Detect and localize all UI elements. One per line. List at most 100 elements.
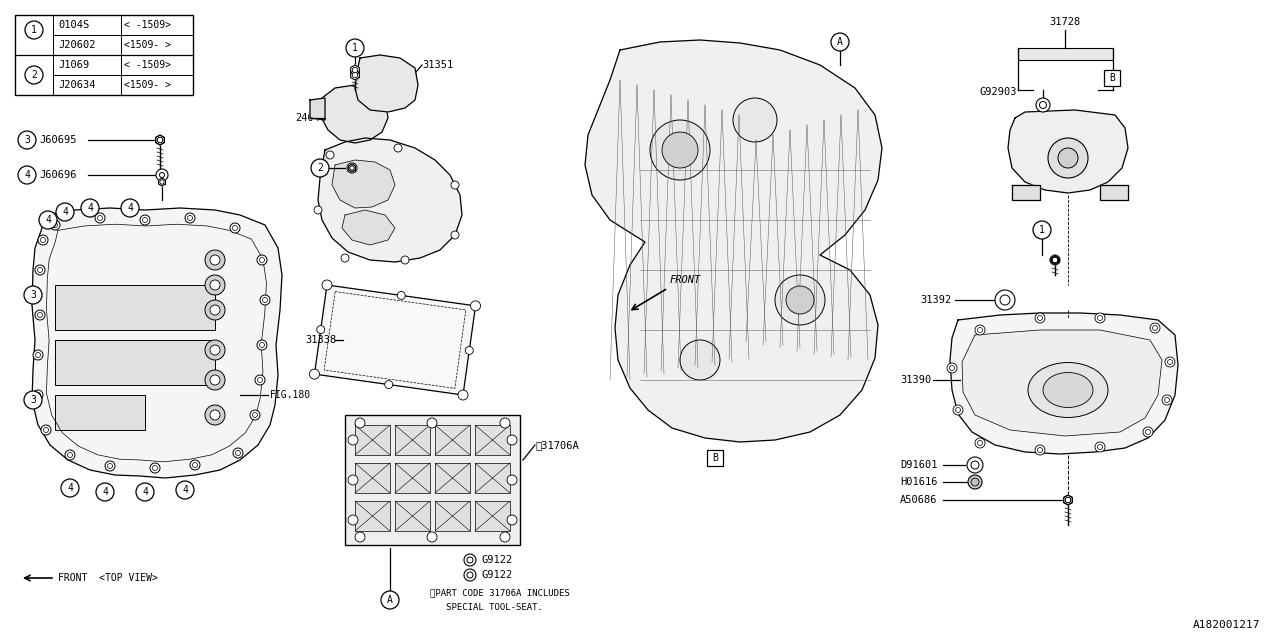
Circle shape bbox=[381, 591, 399, 609]
Circle shape bbox=[1052, 258, 1057, 262]
Circle shape bbox=[348, 515, 358, 525]
Circle shape bbox=[972, 461, 979, 469]
Polygon shape bbox=[1012, 185, 1039, 200]
Circle shape bbox=[50, 220, 60, 230]
Circle shape bbox=[61, 479, 79, 497]
Text: 3: 3 bbox=[29, 290, 36, 300]
Circle shape bbox=[205, 275, 225, 295]
Circle shape bbox=[255, 375, 265, 385]
Circle shape bbox=[972, 478, 979, 486]
Text: B: B bbox=[712, 453, 718, 463]
Circle shape bbox=[1094, 313, 1105, 323]
Circle shape bbox=[252, 413, 257, 417]
Bar bbox=[475, 501, 509, 531]
Circle shape bbox=[1000, 295, 1010, 305]
Circle shape bbox=[311, 159, 329, 177]
Text: ※31706A: ※31706A bbox=[535, 440, 579, 450]
Text: SPECIAL TOOL-SEAT.: SPECIAL TOOL-SEAT. bbox=[430, 602, 543, 611]
Circle shape bbox=[975, 438, 986, 448]
Circle shape bbox=[52, 223, 58, 227]
Text: 4: 4 bbox=[182, 485, 188, 495]
Circle shape bbox=[1146, 429, 1151, 435]
Text: A50686: A50686 bbox=[900, 495, 937, 505]
Circle shape bbox=[24, 286, 42, 304]
Bar bbox=[396, 425, 430, 455]
Circle shape bbox=[326, 151, 334, 159]
Circle shape bbox=[978, 440, 983, 445]
Text: 4: 4 bbox=[61, 207, 68, 217]
Circle shape bbox=[262, 298, 268, 303]
Bar bbox=[55, 340, 215, 385]
Circle shape bbox=[680, 340, 719, 380]
Bar bbox=[435, 501, 470, 531]
Bar bbox=[396, 501, 430, 531]
Circle shape bbox=[210, 280, 220, 290]
Circle shape bbox=[465, 346, 474, 355]
Circle shape bbox=[97, 216, 102, 221]
Text: A: A bbox=[387, 595, 393, 605]
Circle shape bbox=[1059, 148, 1078, 168]
Circle shape bbox=[205, 405, 225, 425]
Circle shape bbox=[33, 390, 44, 400]
Circle shape bbox=[355, 418, 365, 428]
Bar bbox=[55, 285, 215, 330]
Circle shape bbox=[314, 206, 323, 214]
Circle shape bbox=[68, 452, 73, 458]
Circle shape bbox=[458, 390, 468, 400]
Circle shape bbox=[1036, 445, 1044, 455]
Circle shape bbox=[1162, 395, 1172, 405]
Circle shape bbox=[831, 33, 849, 51]
Circle shape bbox=[142, 218, 147, 223]
Circle shape bbox=[1149, 323, 1160, 333]
Polygon shape bbox=[1064, 495, 1073, 505]
Circle shape bbox=[1097, 316, 1102, 321]
Text: 3: 3 bbox=[24, 135, 29, 145]
Circle shape bbox=[156, 169, 168, 181]
Circle shape bbox=[348, 475, 358, 485]
Circle shape bbox=[352, 67, 357, 73]
Circle shape bbox=[1050, 255, 1060, 265]
Text: J20634: J20634 bbox=[58, 80, 96, 90]
Circle shape bbox=[37, 312, 42, 317]
Circle shape bbox=[257, 378, 262, 383]
Text: 31338: 31338 bbox=[305, 335, 337, 345]
Circle shape bbox=[1036, 313, 1044, 323]
Circle shape bbox=[136, 483, 154, 501]
Circle shape bbox=[1039, 102, 1047, 109]
Circle shape bbox=[1167, 360, 1172, 365]
Circle shape bbox=[995, 290, 1015, 310]
Polygon shape bbox=[1064, 495, 1073, 505]
Circle shape bbox=[349, 166, 355, 170]
Circle shape bbox=[500, 418, 509, 428]
Circle shape bbox=[316, 326, 325, 333]
Circle shape bbox=[105, 461, 115, 471]
Polygon shape bbox=[1009, 110, 1128, 193]
Text: <1509- >: <1509- > bbox=[124, 80, 172, 90]
Polygon shape bbox=[348, 164, 356, 172]
Circle shape bbox=[1065, 497, 1071, 503]
Circle shape bbox=[37, 268, 42, 273]
Text: G92903: G92903 bbox=[980, 87, 1018, 97]
Text: 31392: 31392 bbox=[920, 295, 951, 305]
Circle shape bbox=[18, 131, 36, 149]
Text: J20602: J20602 bbox=[58, 40, 96, 50]
Bar bbox=[55, 395, 145, 430]
Text: A182001217: A182001217 bbox=[1193, 620, 1260, 630]
Circle shape bbox=[975, 325, 986, 335]
Circle shape bbox=[467, 557, 474, 563]
Polygon shape bbox=[320, 85, 388, 143]
Circle shape bbox=[65, 450, 76, 460]
Circle shape bbox=[26, 66, 44, 84]
Text: J60696: J60696 bbox=[38, 170, 77, 180]
Circle shape bbox=[507, 515, 517, 525]
Circle shape bbox=[397, 291, 406, 300]
Text: <1509- >: <1509- > bbox=[124, 40, 172, 50]
Circle shape bbox=[157, 137, 163, 143]
Circle shape bbox=[966, 457, 983, 473]
Text: 4: 4 bbox=[127, 203, 133, 213]
Text: A: A bbox=[837, 37, 844, 47]
Circle shape bbox=[260, 342, 265, 348]
Text: 4: 4 bbox=[87, 203, 93, 213]
Circle shape bbox=[150, 463, 160, 473]
Circle shape bbox=[26, 21, 44, 39]
